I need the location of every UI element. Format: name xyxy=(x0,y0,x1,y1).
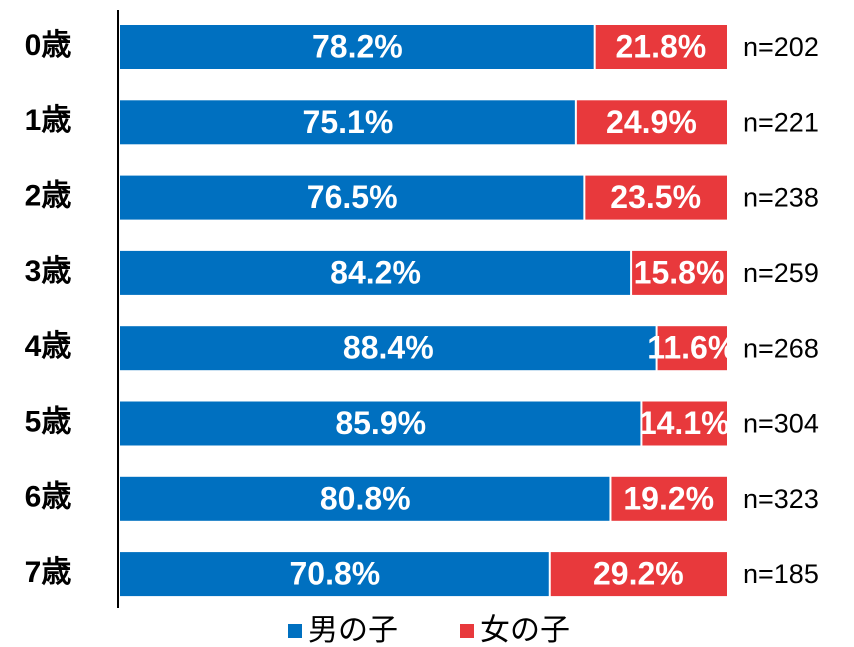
bar-segment xyxy=(120,175,584,220)
bar-segment xyxy=(120,326,656,371)
bar-segment xyxy=(120,250,631,295)
n-label: n=238 xyxy=(743,183,819,213)
value-label: 88.4% xyxy=(343,330,434,366)
category-label: 2歳 xyxy=(25,180,72,213)
value-label: 75.1% xyxy=(303,104,394,140)
value-label: 29.2% xyxy=(593,556,684,592)
n-label: n=202 xyxy=(743,32,819,62)
category-label: 1歳 xyxy=(25,104,72,137)
bar-segment xyxy=(576,100,727,145)
value-label: 23.5% xyxy=(610,179,701,215)
legend-label: 女の子 xyxy=(480,614,570,647)
value-label: 21.8% xyxy=(615,28,706,64)
value-label: 19.2% xyxy=(623,480,714,516)
value-label: 70.8% xyxy=(290,556,381,592)
category-label: 0歳 xyxy=(25,29,72,62)
bar-segment xyxy=(120,100,575,145)
category-label: 7歳 xyxy=(25,556,72,589)
bar-segment xyxy=(611,476,727,521)
legend-swatch xyxy=(288,624,302,638)
value-label: 15.8% xyxy=(634,254,725,290)
bar-segment xyxy=(120,552,549,597)
bar-segment xyxy=(585,175,727,220)
bar-segment xyxy=(642,401,727,446)
bar-segment xyxy=(120,401,641,446)
n-label: n=304 xyxy=(743,409,819,439)
value-label: 24.9% xyxy=(606,104,697,140)
value-label: 76.5% xyxy=(307,179,398,215)
value-label: 80.8% xyxy=(320,480,411,516)
n-label: n=268 xyxy=(743,333,819,363)
category-label: 4歳 xyxy=(25,330,72,363)
value-label: 14.1% xyxy=(639,405,730,441)
legend-label: 男の子 xyxy=(308,614,398,647)
n-label: n=259 xyxy=(743,258,819,288)
bar-segment xyxy=(550,552,727,597)
value-label: 78.2% xyxy=(312,28,403,64)
category-label: 3歳 xyxy=(25,255,72,288)
bar-segment xyxy=(657,326,727,371)
bar-segment xyxy=(632,250,727,295)
n-label: n=221 xyxy=(743,107,819,137)
value-label: 84.2% xyxy=(330,254,421,290)
bar-segment xyxy=(120,476,610,521)
value-label: 11.6% xyxy=(647,330,736,366)
category-label: 5歳 xyxy=(25,405,72,438)
bar-segment xyxy=(120,25,594,69)
bar-segment xyxy=(595,25,727,69)
category-label: 6歳 xyxy=(25,481,72,514)
value-label: 85.9% xyxy=(335,405,426,441)
n-label: n=185 xyxy=(743,559,819,589)
legend-swatch xyxy=(460,624,474,638)
n-label: n=323 xyxy=(743,484,819,514)
